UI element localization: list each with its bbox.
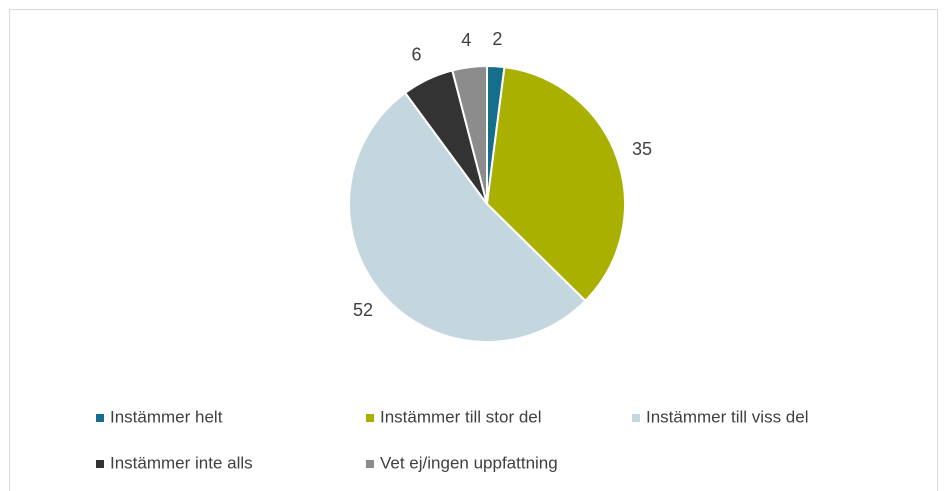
legend-label: Instämmer till stor del	[380, 407, 542, 426]
legend-label: Instämmer inte alls	[110, 453, 253, 472]
legend-swatch	[632, 414, 640, 422]
data-label: 35	[632, 139, 652, 159]
pie-slice	[451, 64, 488, 205]
data-label: 2	[492, 29, 502, 49]
data-label: 4	[461, 30, 471, 50]
legend-swatch	[96, 414, 104, 422]
legend-label: Instämmer helt	[110, 407, 223, 426]
data-label: 52	[353, 300, 373, 320]
pie-slice	[485, 65, 626, 303]
legend-swatch	[96, 460, 104, 468]
pie-slice	[348, 91, 587, 343]
legend-label: Vet ej/ingen uppfattning	[380, 453, 558, 472]
data-label: 6	[412, 45, 422, 65]
legend-swatch	[366, 414, 374, 422]
legend-swatch	[366, 460, 374, 468]
legend-label: Instämmer till viss del	[646, 407, 808, 426]
chart-frame	[9, 9, 938, 491]
